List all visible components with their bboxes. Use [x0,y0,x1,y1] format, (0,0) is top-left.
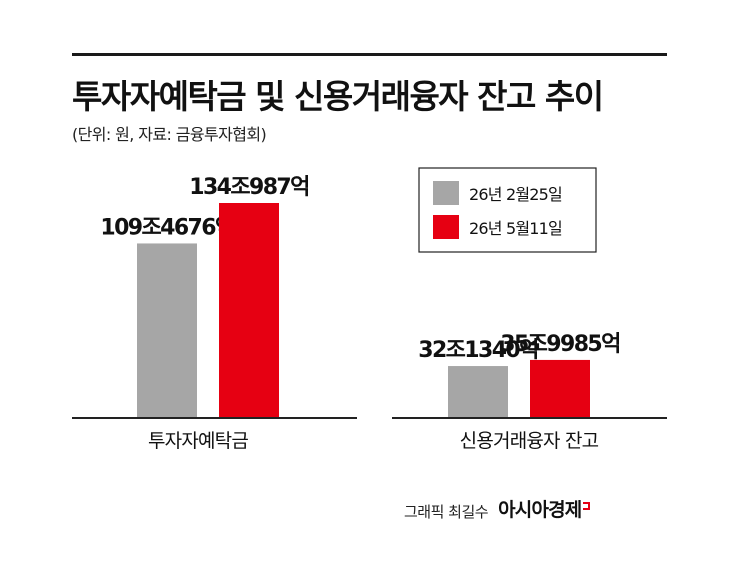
legend-label-2: 26년 5월11일 [469,219,562,238]
category-label-1: 투자자예탁금 [148,430,248,452]
category-label-2: 신용거래융자 잔고 [460,430,599,452]
data-label-2-series-2: 35조9985억 [500,332,620,357]
legend-box [418,167,597,253]
chart-subtitle: (단위: 원, 자료: 금융투자협회) [72,125,267,144]
data-label-1-series-1: 109조4676억 [100,215,233,240]
data-label-1-series-2: 134조987억 [189,175,309,200]
legend-label-1: 26년 2월25일 [469,185,562,204]
bar-2-series-1 [448,366,508,417]
bar-1-series-1 [137,243,197,417]
data-label-2-series-1: 32조1340억 [418,338,538,363]
top-rule [72,53,667,56]
logo-mark-icon [583,502,591,510]
bar-1-series-2 [219,203,279,417]
credit: 그래픽 최길수 아시아경제 [404,495,591,522]
bar-2-series-2 [530,359,590,417]
legend-swatch-1 [433,181,459,205]
chart-title: 투자자예탁금 및 신용거래융자 잔고 추이 [72,77,604,116]
legend-swatch-2 [433,215,459,239]
credit-text: 그래픽 최길수 [404,503,489,521]
publisher-logo: 아시아경제 [498,499,582,521]
